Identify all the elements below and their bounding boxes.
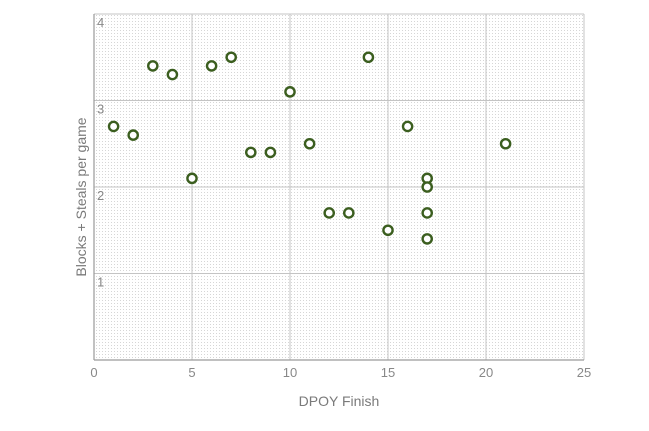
x-tick-label: 15 <box>381 365 395 380</box>
data-point <box>225 51 237 64</box>
data-point <box>362 51 375 64</box>
data-point <box>421 233 434 245</box>
data-point <box>499 137 512 150</box>
y-tick-label: 2 <box>97 188 104 203</box>
data-point <box>205 60 218 72</box>
data-point <box>303 137 316 150</box>
data-points <box>107 51 512 245</box>
x-tick-label: 10 <box>283 365 297 380</box>
x-tick-label: 25 <box>577 365 591 380</box>
y-tick-label: 4 <box>97 15 104 30</box>
data-point <box>284 86 296 98</box>
y-tick-label: 1 <box>97 275 104 290</box>
data-point <box>401 120 414 133</box>
x-tick-label: 5 <box>188 365 195 380</box>
axes <box>93 14 584 361</box>
data-point <box>323 207 336 219</box>
data-point <box>127 129 139 141</box>
data-point <box>342 207 355 219</box>
data-point <box>166 68 179 81</box>
data-point <box>264 146 277 159</box>
y-tick-labels: 1 2 3 4 <box>97 15 104 290</box>
x-tick-labels: 0 5 10 15 20 25 <box>90 365 591 380</box>
gridlines <box>94 13 585 360</box>
data-point <box>421 207 434 219</box>
x-tick-label: 20 <box>479 365 493 380</box>
data-point <box>244 146 257 159</box>
data-point <box>107 120 120 133</box>
data-point <box>421 181 434 193</box>
data-point <box>382 224 394 237</box>
x-axis-label: DPOY Finish <box>299 393 380 409</box>
data-point <box>146 60 159 72</box>
y-tick-label: 3 <box>97 102 104 117</box>
y-axis-label: Blocks + Steals per game <box>73 117 89 276</box>
x-tick-label: 0 <box>90 365 97 380</box>
data-point <box>186 172 198 185</box>
